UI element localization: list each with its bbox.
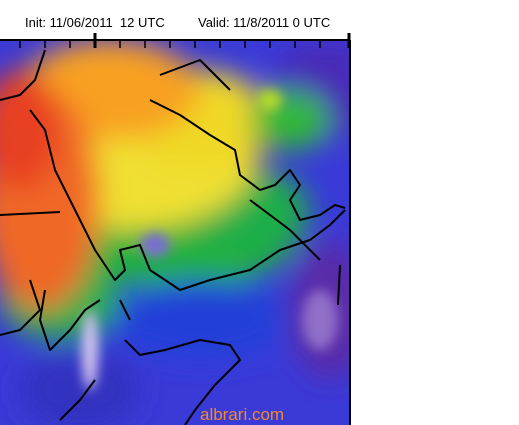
valid-label: Valid: 11/8/2011 0 UTC bbox=[198, 15, 330, 30]
watermark: albrari.com bbox=[200, 405, 284, 424]
init-label: Init: 11/06/2011 12 UTC bbox=[25, 15, 165, 30]
frame-ticks bbox=[19, 33, 351, 48]
coastline bbox=[0, 49, 346, 425]
map bbox=[0, 40, 350, 425]
field-detail bbox=[82, 90, 338, 390]
